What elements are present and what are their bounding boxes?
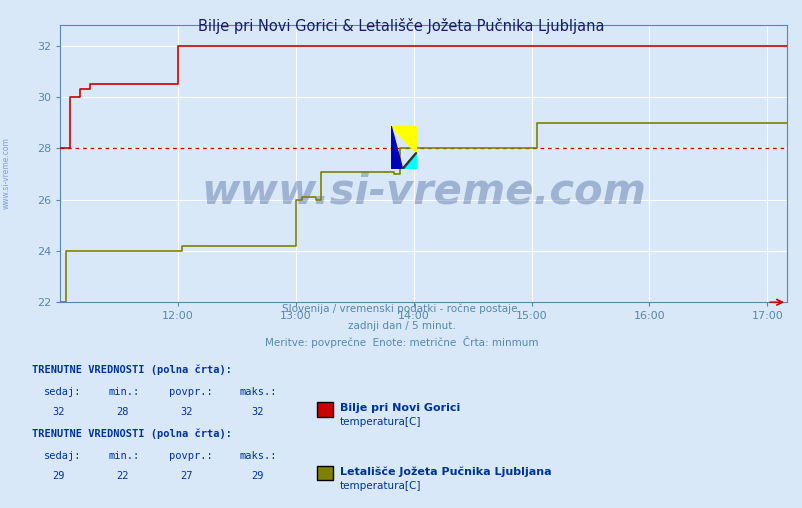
Text: min.:: min.: [108, 387, 140, 397]
Text: maks.:: maks.: [239, 451, 277, 461]
Text: www.si-vreme.com: www.si-vreme.com [2, 137, 11, 209]
Text: 29: 29 [52, 470, 65, 481]
Text: 32: 32 [180, 407, 193, 417]
Text: 32: 32 [52, 407, 65, 417]
Text: Meritve: povprečne  Enote: metrične  Črta: minmum: Meritve: povprečne Enote: metrične Črta:… [265, 336, 537, 348]
Text: 28: 28 [116, 407, 129, 417]
Text: 22: 22 [116, 470, 129, 481]
Text: temperatura[C]: temperatura[C] [339, 417, 420, 427]
Text: Bilje pri Novi Gorici: Bilje pri Novi Gorici [339, 403, 460, 414]
Text: povpr.:: povpr.: [168, 387, 212, 397]
Text: 27: 27 [180, 470, 193, 481]
Text: www.si-vreme.com: www.si-vreme.com [200, 171, 646, 212]
Text: TRENUTNE VREDNOSTI (polna črta):: TRENUTNE VREDNOSTI (polna črta): [32, 365, 232, 375]
Text: Letališče Jožeta Pučnika Ljubljana: Letališče Jožeta Pučnika Ljubljana [339, 466, 551, 477]
Text: TRENUTNE VREDNOSTI (polna črta):: TRENUTNE VREDNOSTI (polna črta): [32, 428, 232, 439]
Polygon shape [391, 126, 402, 169]
Text: maks.:: maks.: [239, 387, 277, 397]
Text: 29: 29 [251, 470, 264, 481]
Text: sedaj:: sedaj: [44, 387, 82, 397]
Text: 32: 32 [251, 407, 264, 417]
Text: temperatura[C]: temperatura[C] [339, 481, 420, 491]
Text: min.:: min.: [108, 451, 140, 461]
Text: Bilje pri Novi Gorici & Letališče Jožeta Pučnika Ljubljana: Bilje pri Novi Gorici & Letališče Jožeta… [198, 18, 604, 34]
Text: zadnji dan / 5 minut.: zadnji dan / 5 minut. [347, 321, 455, 331]
Polygon shape [402, 154, 416, 169]
Text: povpr.:: povpr.: [168, 451, 212, 461]
Polygon shape [401, 153, 416, 169]
Polygon shape [391, 126, 416, 154]
Text: sedaj:: sedaj: [44, 451, 82, 461]
Text: Slovenija / vremenski podatki - ročne postaje.: Slovenija / vremenski podatki - ročne po… [282, 304, 520, 314]
